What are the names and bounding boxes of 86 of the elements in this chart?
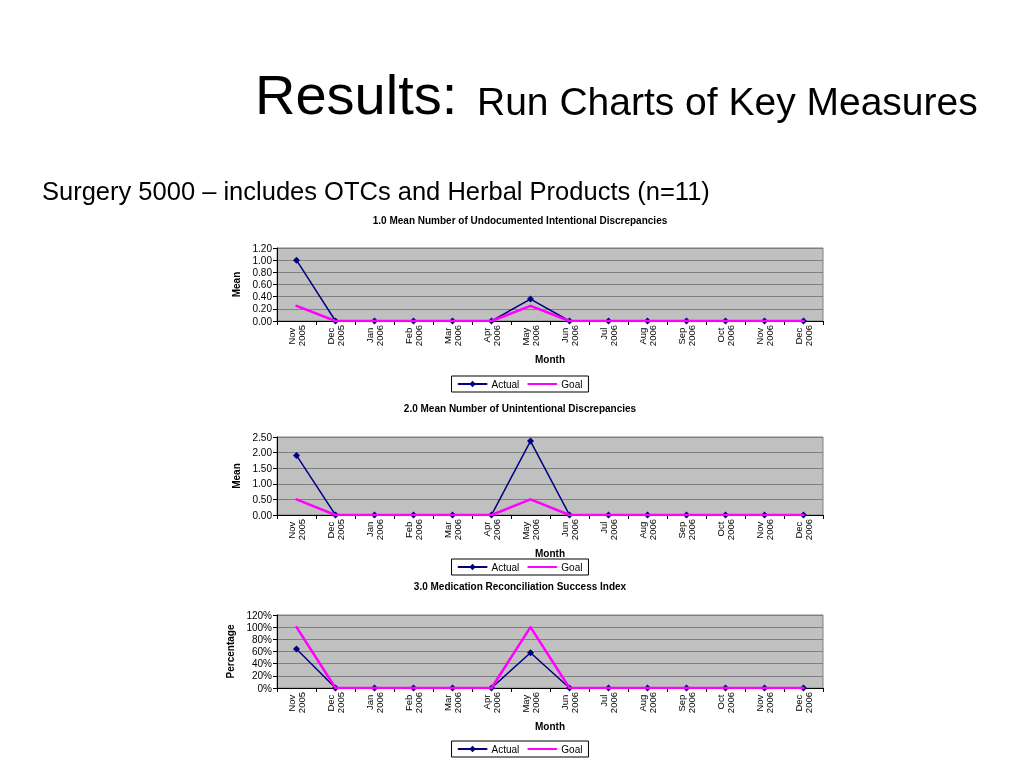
x-tick-label: Dec 2005 — [325, 519, 346, 541]
x-tick-label: Mar 2006 — [442, 325, 463, 347]
x-tick-label: Jul 2006 — [598, 325, 619, 347]
legend-label: Goal — [561, 743, 583, 755]
x-tick-label: Jan 2006 — [364, 519, 385, 541]
y-tick-label: 1.00 — [252, 254, 273, 266]
x-tick-label: Nov 2006 — [754, 325, 775, 347]
legend-label: Goal — [561, 561, 583, 573]
x-axis-title: Month — [535, 721, 565, 733]
text: Run Charts of Key Measures — [477, 80, 978, 123]
x-tick-label: Dec 2006 — [793, 325, 814, 347]
y-tick-label: 0.80 — [252, 266, 273, 278]
x-axis-title: Month — [535, 548, 565, 560]
x-tick-label: Oct 2006 — [715, 692, 736, 714]
y-axis-title: Mean — [231, 271, 243, 298]
point — [527, 649, 534, 657]
x-tick-label: May 2006 — [520, 519, 541, 541]
x-axis-title: Month — [535, 354, 565, 366]
point — [527, 295, 534, 303]
x-tick-label: Jun 2006 — [559, 519, 580, 541]
x-tick-label: Jul 2006 — [598, 692, 619, 714]
point — [293, 256, 300, 264]
x-tick-label: Sep 2006 — [676, 692, 697, 714]
x-tick-label: Nov 2005 — [286, 692, 307, 714]
y-tick-label: 2.50 — [252, 431, 273, 443]
x-tick-label: Jun 2006 — [559, 325, 580, 347]
x-tick-label: Oct 2006 — [715, 519, 736, 541]
x-tick-label: Aug 2006 — [637, 325, 658, 347]
x-tick-label: Aug 2006 — [637, 692, 658, 714]
x-tick-label: Dec 2005 — [325, 325, 346, 347]
x-tick-label: Jan 2006 — [364, 692, 385, 714]
x-tick-label: Mar 2006 — [442, 519, 463, 541]
legend-label: Goal — [561, 378, 583, 390]
y-tick-label: 0% — [257, 682, 273, 694]
chart-title: 3.0 Medication Reconciliation Success Index — [413, 580, 627, 592]
text: Surgery 5000 – includes OTCs and Herbal Products (n=11) — [42, 177, 710, 205]
x-tick-label: May 2006 — [520, 325, 541, 347]
x-tick-label: Nov 2005 — [286, 325, 307, 347]
x-tick-label: Dec 2005 — [325, 692, 346, 714]
y-axis-title: Mean — [231, 463, 243, 489]
y-tick-label: 0.00 — [252, 509, 273, 521]
y-tick-label: 80% — [251, 633, 273, 645]
x-tick-label: Aug 2006 — [637, 519, 658, 541]
y-tick-label: 1.50 — [252, 462, 273, 474]
x-tick-label: Jan 2006 — [364, 325, 385, 347]
y-tick-label: 120% — [246, 609, 273, 621]
y-tick-label: 60% — [251, 646, 273, 657]
x-tick-label: Nov 2006 — [754, 692, 775, 714]
x-tick-label: Nov 2006 — [754, 519, 775, 541]
y-tick-label: 20% — [251, 670, 273, 682]
y-tick-label: 100% — [246, 621, 273, 633]
y-tick-label: 2.00 — [252, 447, 273, 459]
x-tick-label: Nov 2005 — [286, 519, 307, 541]
chart-title: 2.0 Mean Number of Unintentional Discrepancies — [403, 402, 637, 414]
chart-title: 1.0 Mean Number of Undocumented Intentional Discrepancies — [372, 214, 668, 226]
y-tick-label: 0.20 — [252, 303, 273, 315]
legend-label: Actual — [491, 561, 520, 573]
text: Results: — [255, 63, 458, 126]
y-tick-label: 0.60 — [252, 279, 273, 290]
legend-label: Actual — [491, 743, 520, 755]
x-tick-label: Jun 2006 — [559, 692, 580, 714]
x-tick-label: Apr 2006 — [481, 325, 502, 347]
x-tick-label: Apr 2006 — [481, 692, 502, 714]
x-tick-label: Oct 2006 — [715, 325, 736, 347]
x-tick-label: Dec 2006 — [793, 692, 814, 714]
point — [293, 451, 300, 459]
x-tick-label: Jul 2006 — [598, 519, 619, 541]
x-tick-label: Sep 2006 — [676, 325, 697, 347]
x-tick-label: Feb 2006 — [403, 692, 424, 714]
y-tick-label: 0.50 — [252, 493, 273, 505]
point — [293, 645, 300, 653]
x-tick-label: Feb 2006 — [403, 325, 424, 347]
point — [527, 437, 534, 445]
y-tick-label: 1.20 — [252, 242, 273, 254]
legend-label: Actual — [491, 378, 520, 390]
y-tick-label: 40% — [251, 658, 273, 670]
y-tick-label: 0.40 — [252, 291, 273, 303]
x-tick-label: Sep 2006 — [676, 519, 697, 541]
y-axis-title: Percentage — [225, 624, 237, 679]
x-tick-label: Dec 2006 — [793, 519, 814, 541]
x-tick-label: Feb 2006 — [403, 519, 424, 541]
y-tick-label: 1.00 — [252, 478, 273, 490]
x-tick-label: Mar 2006 — [442, 692, 463, 714]
y-tick-label: 0.00 — [252, 315, 273, 327]
x-tick-label: May 2006 — [520, 692, 541, 714]
x-tick-label: Apr 2006 — [481, 519, 502, 541]
